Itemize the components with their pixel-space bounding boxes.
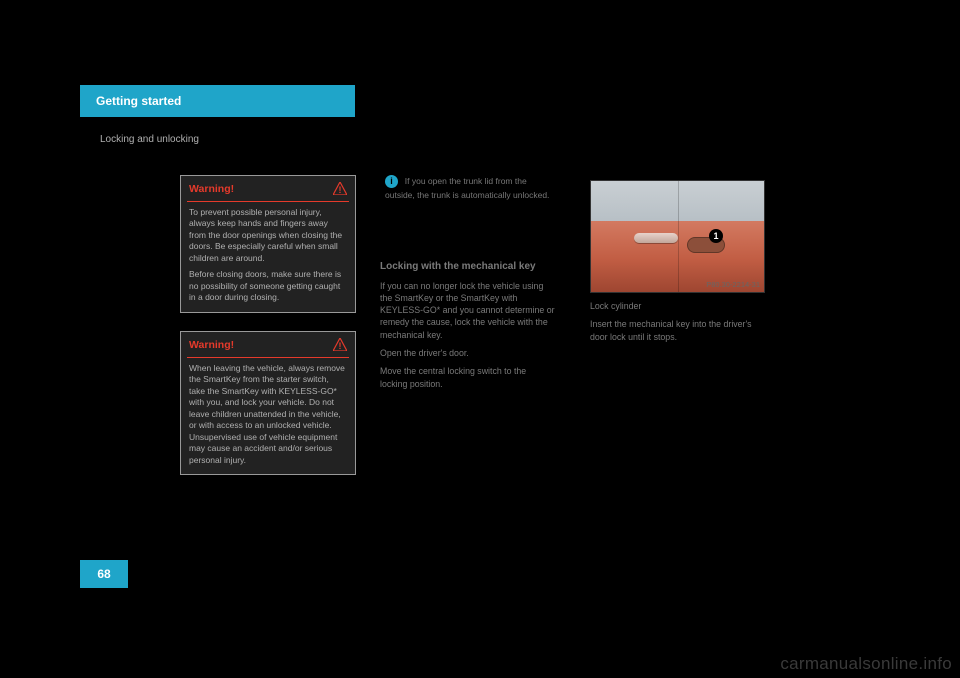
door-handle <box>634 233 678 243</box>
section-title-text: Locking and unlocking <box>100 134 199 145</box>
callout-badge: 1 <box>709 229 723 243</box>
image-code: P80.30-2214-31 <box>706 280 760 289</box>
warning-label: Warning! <box>189 182 234 196</box>
locking-section: Locking with the mechanical key If you c… <box>380 260 556 396</box>
warning-rule <box>187 357 349 358</box>
page-number: 68 <box>97 567 110 581</box>
column-warnings: Warning! ! To prevent possible personal … <box>180 175 356 493</box>
warning-text: To prevent possible personal injury, alw… <box>189 207 347 264</box>
door-lock-figure: 1 P80.30-2214-31 <box>590 180 765 293</box>
section-tab: Getting started <box>80 85 355 117</box>
warning-header: Warning! ! <box>181 332 355 357</box>
warning-header: Warning! ! <box>181 176 355 201</box>
figure-caption: Lock cylinder <box>590 300 766 312</box>
warning-triangle-icon: ! <box>333 182 347 197</box>
page-edge-tab <box>885 76 895 116</box>
warning-body: When leaving the vehicle, always remove … <box>181 362 355 474</box>
page-number-badge: 68 <box>80 560 128 588</box>
warning-rule <box>187 201 349 202</box>
warning-triangle-icon: ! <box>333 338 347 353</box>
figure-caption-block: Lock cylinder Insert the mechanical key … <box>590 300 766 349</box>
warning-text: Before closing doors, make sure there is… <box>189 269 347 303</box>
locking-para: If you can no longer lock the vehicle us… <box>380 280 556 342</box>
warning-label: Warning! <box>189 338 234 352</box>
manual-page: Getting started Locking and unlocking Wa… <box>0 0 960 678</box>
info-note: i If you open the trunk lid from the out… <box>385 175 555 202</box>
figure-instruction: Insert the mechanical key into the drive… <box>590 318 766 343</box>
section-title: Locking and unlocking <box>100 133 350 147</box>
watermark: carmanualsonline.info <box>780 654 952 674</box>
info-note-text: If you open the trunk lid from the outsi… <box>385 176 549 200</box>
warning-text: When leaving the vehicle, always remove … <box>189 363 347 466</box>
warning-body: To prevent possible personal injury, alw… <box>181 206 355 312</box>
svg-text:!: ! <box>339 185 342 195</box>
svg-text:!: ! <box>339 341 342 351</box>
warning-box-1: Warning! ! To prevent possible personal … <box>180 175 356 313</box>
info-icon: i <box>385 175 398 188</box>
locking-heading: Locking with the mechanical key <box>380 260 556 274</box>
warning-box-2: Warning! ! When leaving the vehicle, alw… <box>180 331 356 475</box>
section-tab-label: Getting started <box>96 94 181 108</box>
locking-step: Move the central locking switch to the l… <box>380 365 556 390</box>
locking-step: Open the driver's door. <box>380 347 556 359</box>
